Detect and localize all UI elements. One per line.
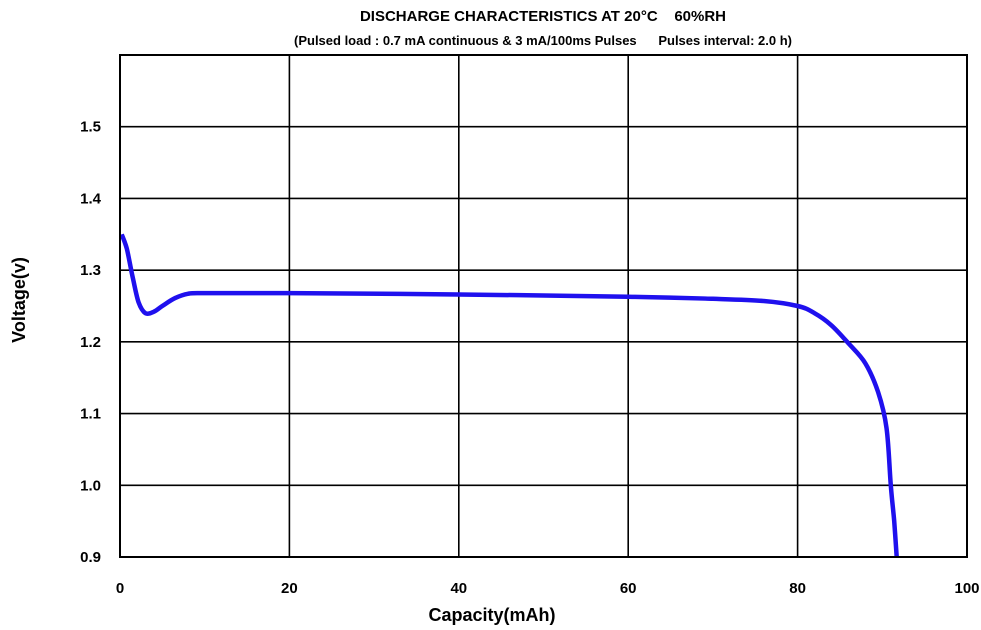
y-tick-label: 1.2 [80, 334, 101, 351]
y-tick-label: 1.5 [80, 119, 101, 136]
plot-area-frame [119, 54, 968, 558]
x-tick-label: 60 [620, 580, 637, 597]
x-tick-label: 80 [789, 580, 806, 597]
y-tick-label: 1.4 [80, 190, 102, 207]
y-axis-label: Voltage(v) [9, 257, 29, 343]
chart-subtitle: (Pulsed load : 0.7 mA continuous & 3 mA/… [294, 33, 792, 48]
x-tick-label: 0 [116, 580, 124, 597]
y-tick-label: 1.3 [80, 262, 101, 279]
chart-title: DISCHARGE CHARACTERISTICS AT 20°C 60%RH [360, 8, 726, 25]
chart-titles: DISCHARGE CHARACTERISTICS AT 20°C 60%RH … [294, 8, 792, 48]
discharge-curve [119, 233, 899, 558]
x-tick-label: 40 [450, 580, 467, 597]
data-series [119, 233, 899, 558]
x-axis-ticks: 0 20 40 60 80 100 [116, 580, 980, 597]
x-tick-label: 100 [954, 580, 979, 597]
grid [119, 55, 968, 558]
x-tick-label: 20 [281, 580, 298, 597]
y-tick-label: 1.0 [80, 477, 101, 494]
x-axis-label: Capacity(mAh) [428, 605, 555, 625]
y-axis-ticks: 0.9 1.0 1.1 1.2 1.3 1.4 1.5 [80, 119, 102, 566]
y-tick-label: 0.9 [80, 549, 101, 566]
y-tick-label: 1.1 [80, 406, 101, 423]
